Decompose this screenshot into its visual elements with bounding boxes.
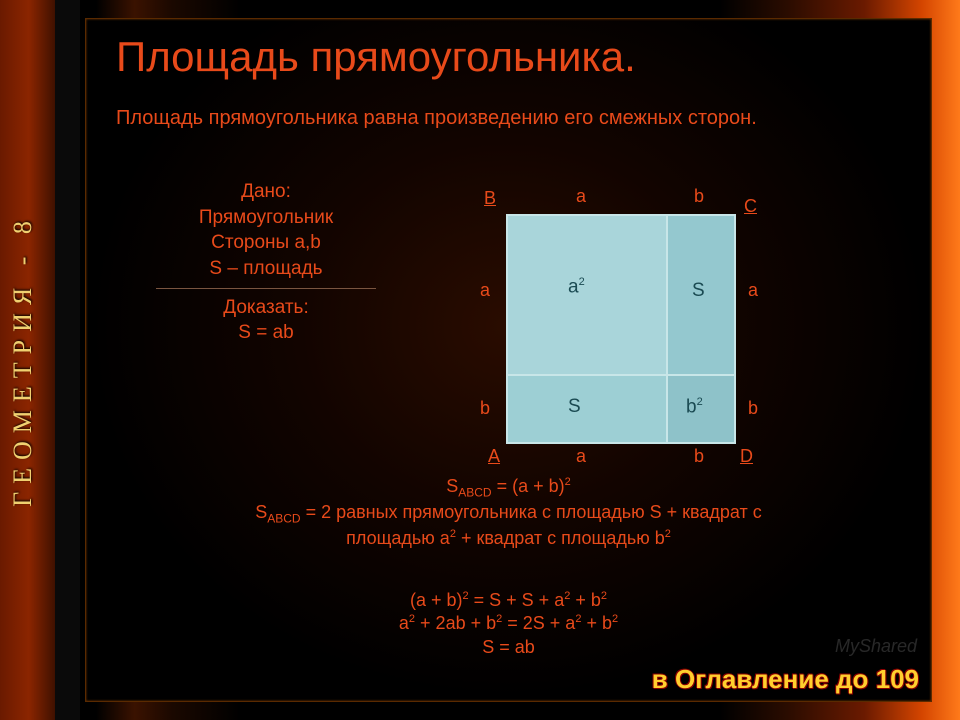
label-b-right: b xyxy=(748,398,758,419)
given-line: Стороны a,b xyxy=(136,230,396,256)
label-a2: a2 xyxy=(568,276,585,298)
given-line: Дано: xyxy=(136,179,396,205)
vertex-b: B xyxy=(484,188,496,209)
horizontal-divider xyxy=(506,374,736,376)
slide-frame: Площадь прямоугольника. Площадь прямоуго… xyxy=(85,18,932,702)
prove-line: Доказать: xyxy=(136,295,396,321)
label-a-right: a xyxy=(748,280,758,301)
label-s-bottom: S xyxy=(568,396,581,418)
proof-text-top: SABCD = (a + b)2 SABCD = 2 равных прямоу… xyxy=(86,475,931,551)
nav-to-contents[interactable]: в Оглавление до 109 xyxy=(652,664,919,695)
label-b-left: b xyxy=(480,398,490,419)
proof-line: a2 + 2ab + b2 = 2S + a2 + b2 xyxy=(86,612,931,635)
label-a-top: a xyxy=(576,186,586,207)
proof-line: площадью a2 + квадрат с площадью b2 xyxy=(86,527,931,550)
given-line: S – площадь xyxy=(136,256,396,282)
label-a-left: a xyxy=(480,280,490,301)
vertex-d: D xyxy=(740,446,753,467)
label-b-bottom: b xyxy=(694,446,704,467)
given-line: Прямоугольник xyxy=(136,205,396,231)
proof-diagram: B C A D a b a b a b a b a2 S S b2 xyxy=(506,214,736,444)
divider xyxy=(156,288,376,289)
label-s-right: S xyxy=(692,280,705,302)
theorem-statement: Площадь прямоугольника равна произведени… xyxy=(116,107,757,130)
proof-text-bottom: (a + b)2 = S + S + a2 + b2 a2 + 2ab + b2… xyxy=(86,589,931,659)
label-b-top: b xyxy=(694,186,704,207)
prove-line: S = ab xyxy=(136,320,396,346)
proof-line: SABCD = (a + b)2 xyxy=(86,475,931,501)
sidebar-title: ГЕОМЕТРИЯ - 8 xyxy=(8,213,38,507)
label-b2: b2 xyxy=(686,396,703,418)
proof-line: S = ab xyxy=(86,636,931,659)
vertex-a: A xyxy=(488,446,500,467)
left-strip xyxy=(55,0,80,720)
proof-line: SABCD = 2 равных прямоугольника с площад… xyxy=(86,501,931,527)
vertical-divider xyxy=(666,214,668,444)
page-title: Площадь прямоугольника. xyxy=(116,33,636,81)
label-a-bottom: a xyxy=(576,446,586,467)
proof-line: (a + b)2 = S + S + a2 + b2 xyxy=(86,589,931,612)
watermark: MyShared xyxy=(835,636,917,657)
vertex-c: C xyxy=(744,196,757,217)
given-block: Дано: Прямоугольник Стороны a,b S – площ… xyxy=(136,179,396,346)
